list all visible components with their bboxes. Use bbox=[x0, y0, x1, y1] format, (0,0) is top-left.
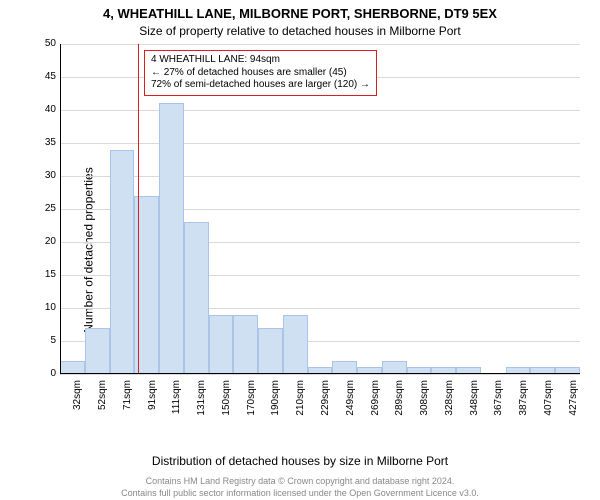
footer-line-2: Contains full public sector information … bbox=[0, 488, 600, 498]
x-tick-label: 328sqm bbox=[444, 380, 455, 420]
x-tick-label: 387sqm bbox=[518, 380, 529, 420]
x-tick-label: 91sqm bbox=[147, 380, 158, 420]
property-size-marker bbox=[138, 44, 139, 374]
x-tick-label: 71sqm bbox=[122, 380, 133, 420]
histogram-bar bbox=[209, 315, 234, 374]
x-tick-label: 308sqm bbox=[419, 380, 430, 420]
x-tick-label: 131sqm bbox=[196, 380, 207, 420]
x-tick-label: 427sqm bbox=[568, 380, 579, 420]
histogram-bar bbox=[110, 150, 135, 374]
x-tick-label: 249sqm bbox=[345, 380, 356, 420]
x-tick-label: 111sqm bbox=[171, 380, 182, 420]
x-tick-label: 52sqm bbox=[97, 380, 108, 420]
annotation-line-3: 72% of semi-detached houses are larger (… bbox=[151, 79, 370, 92]
annotation-line-2: ← 27% of detached houses are smaller (45… bbox=[151, 67, 370, 80]
x-tick-label: 32sqm bbox=[72, 380, 83, 420]
y-tick-label: 0 bbox=[32, 368, 56, 379]
x-tick-label: 407sqm bbox=[543, 380, 554, 420]
histogram-bar bbox=[85, 328, 110, 374]
y-tick-label: 25 bbox=[32, 203, 56, 214]
histogram-bar bbox=[184, 222, 209, 374]
x-axis-label: Distribution of detached houses by size … bbox=[0, 454, 600, 468]
y-tick-label: 15 bbox=[32, 269, 56, 280]
gridline-h bbox=[60, 374, 580, 375]
x-axis-line bbox=[60, 373, 580, 374]
x-tick-label: 289sqm bbox=[394, 380, 405, 420]
y-tick-label: 20 bbox=[32, 236, 56, 247]
histogram-bar bbox=[283, 315, 308, 374]
plot-area: 0510152025303540455032sqm52sqm71sqm91sqm… bbox=[60, 44, 580, 374]
annotation-line-1: 4 WHEATHILL LANE: 94sqm bbox=[151, 54, 370, 67]
y-axis-line bbox=[60, 44, 61, 374]
y-tick-label: 40 bbox=[32, 104, 56, 115]
y-tick-label: 5 bbox=[32, 335, 56, 346]
histogram-bar bbox=[159, 103, 184, 374]
histogram-bar bbox=[258, 328, 283, 374]
chart-title: 4, WHEATHILL LANE, MILBORNE PORT, SHERBO… bbox=[0, 6, 600, 21]
x-tick-label: 210sqm bbox=[295, 380, 306, 420]
x-tick-label: 170sqm bbox=[246, 380, 257, 420]
y-tick-label: 50 bbox=[32, 38, 56, 49]
y-tick-label: 45 bbox=[32, 71, 56, 82]
figure: 4, WHEATHILL LANE, MILBORNE PORT, SHERBO… bbox=[0, 0, 600, 500]
y-tick-label: 30 bbox=[32, 170, 56, 181]
x-tick-label: 190sqm bbox=[270, 380, 281, 420]
x-tick-label: 229sqm bbox=[320, 380, 331, 420]
histogram-bar bbox=[233, 315, 258, 374]
y-tick-label: 10 bbox=[32, 302, 56, 313]
x-tick-label: 150sqm bbox=[221, 380, 232, 420]
x-tick-label: 367sqm bbox=[493, 380, 504, 420]
x-tick-label: 269sqm bbox=[370, 380, 381, 420]
x-tick-label: 348sqm bbox=[469, 380, 480, 420]
annotation-callout: 4 WHEATHILL LANE: 94sqm← 27% of detached… bbox=[144, 50, 377, 96]
chart-subtitle: Size of property relative to detached ho… bbox=[0, 24, 600, 38]
footer-line-1: Contains HM Land Registry data © Crown c… bbox=[0, 476, 600, 486]
y-tick-label: 35 bbox=[32, 137, 56, 148]
